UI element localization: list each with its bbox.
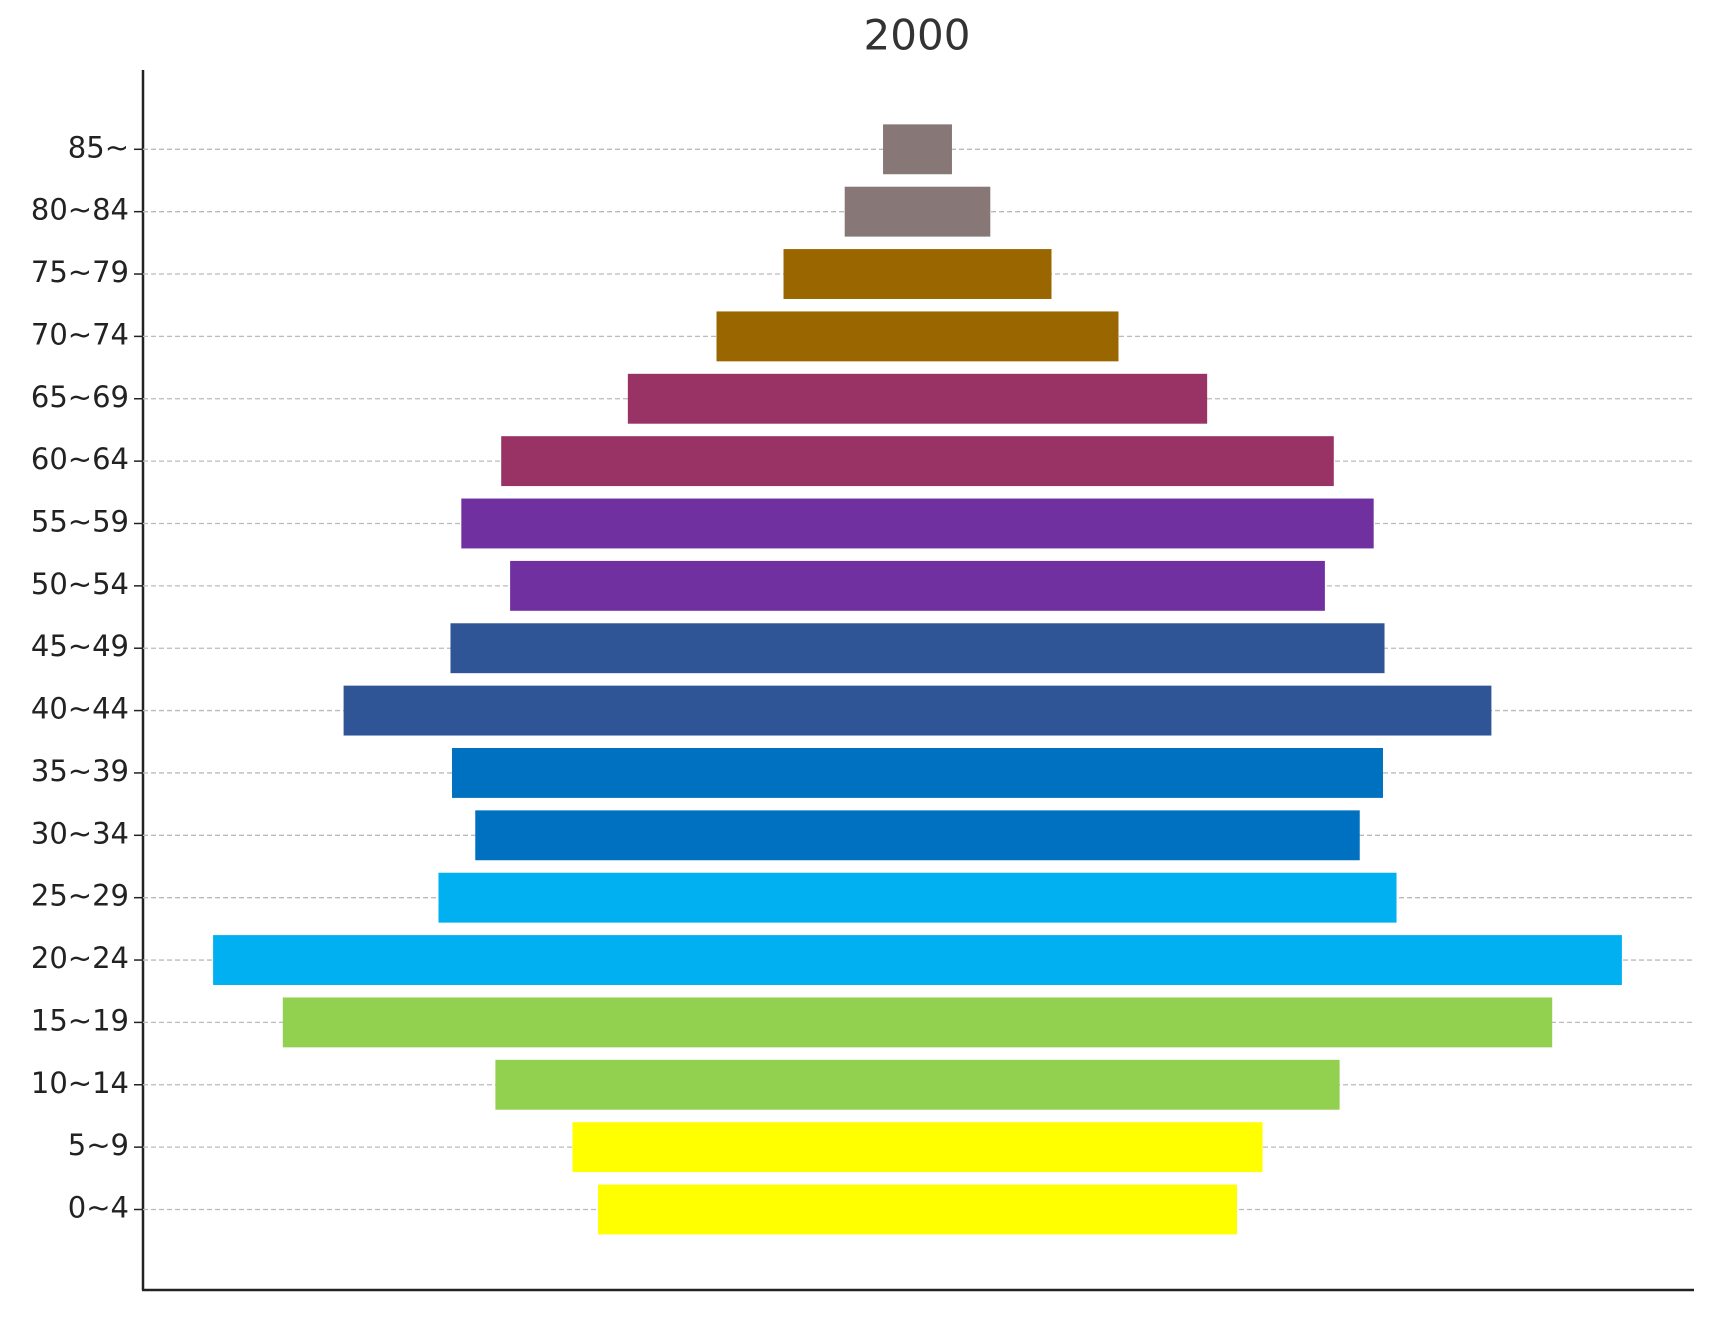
bar [461, 498, 1374, 549]
y-tick-label: 35~39 [31, 754, 129, 788]
bar [510, 560, 1325, 611]
y-tick-label: 75~79 [31, 255, 129, 289]
y-tick-label: 40~44 [31, 692, 129, 726]
bar [438, 872, 1397, 923]
y-tick-label: 55~59 [31, 504, 129, 538]
bar [883, 124, 952, 175]
bar [213, 935, 1622, 985]
y-tick-label: 20~24 [31, 941, 129, 975]
bar [282, 997, 1553, 1048]
bar [716, 311, 1119, 362]
y-tick-label: 10~14 [31, 1066, 129, 1100]
bar [450, 623, 1385, 674]
y-tick-label: 65~69 [31, 380, 129, 414]
bar [598, 1184, 1237, 1235]
bar [572, 1122, 1263, 1173]
y-tick-label: 50~54 [31, 567, 129, 601]
bar [501, 436, 1334, 487]
bar [844, 186, 991, 237]
y-tick-label: 60~64 [31, 442, 129, 476]
y-tick-label: 45~49 [31, 629, 129, 663]
y-tick-label: 30~34 [31, 816, 129, 850]
chart-title: 2000 [864, 11, 971, 60]
bar [783, 249, 1052, 299]
bar [475, 810, 1360, 861]
y-tick-label: 0~4 [68, 1191, 129, 1225]
y-tick-label: 5~9 [68, 1128, 129, 1162]
y-tick-label: 70~74 [31, 317, 129, 351]
y-tick-label: 15~19 [31, 1003, 129, 1037]
bar [343, 685, 1492, 736]
y-tick-label: 85~ [68, 130, 129, 164]
bar [627, 373, 1208, 424]
y-tick-label: 25~29 [31, 879, 129, 913]
bar [452, 748, 1383, 798]
y-tick-label: 80~84 [31, 193, 129, 227]
bar [495, 1059, 1340, 1110]
